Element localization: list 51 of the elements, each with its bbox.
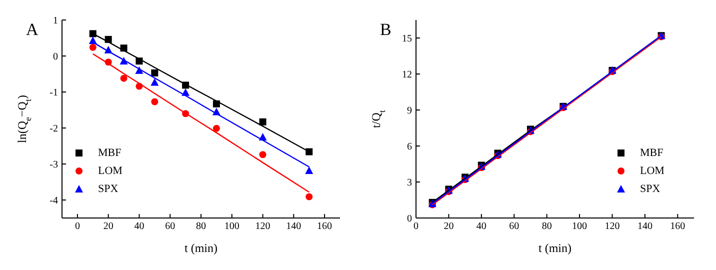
y-tick-label: -4 [50,196,58,207]
point [212,124,220,132]
chart-title: A [26,20,38,40]
legend-label: SPX [640,183,660,195]
point [89,30,96,38]
y-tick-label: 6 [407,142,412,153]
y-tick-label: 0 [407,214,412,225]
x-tick-label: 100 [572,221,588,232]
x-tick-label: 20 [103,221,114,232]
x-tick-label: 0 [74,221,80,232]
y-tick-label: 15 [402,34,412,45]
y-tick-label: 9 [407,106,412,117]
point [305,166,314,174]
legend-label: MBF [640,147,664,159]
point [89,44,96,51]
y-tick-label: -3 [50,160,58,171]
chart-title: B [380,20,392,40]
point [151,69,158,76]
legend-label: SPX [98,183,118,195]
x-tick-label: 40 [134,221,144,232]
x-tick-label: 80 [542,221,552,232]
x-tick-label: 160 [317,221,332,232]
point [259,151,266,158]
x-axis-title: t (min) [184,241,218,255]
x-tick-label: 20 [444,221,454,232]
x-tick-label: 120 [604,221,620,232]
y-tick-label: 1 [53,16,58,27]
legend-label: MBF [98,147,122,159]
x-tick-label: 100 [224,221,240,232]
legend-label: LOM [98,165,122,177]
x-tick-label: 140 [637,221,652,232]
x-tick-label: 160 [670,221,686,232]
point [259,118,266,126]
y-tick-label: 3 [407,178,412,189]
x-axis-title: t (min) [538,241,572,255]
point [151,98,158,106]
point [150,78,159,86]
point [306,148,313,156]
x-tick-label: 60 [165,221,176,232]
point [306,193,313,200]
x-tick-label: 140 [286,221,302,232]
y-tick-label: 0 [53,52,58,63]
x-tick-label: 40 [476,221,486,232]
y-tick-label: -1 [50,88,58,99]
legend-label: LOM [640,165,664,177]
y-tick-label: 12 [402,70,412,81]
x-tick-label: 80 [196,221,206,232]
x-tick-label: 60 [509,221,520,232]
y-tick-label: -2 [50,124,58,135]
point [120,74,128,82]
x-tick-label: 120 [255,221,270,232]
